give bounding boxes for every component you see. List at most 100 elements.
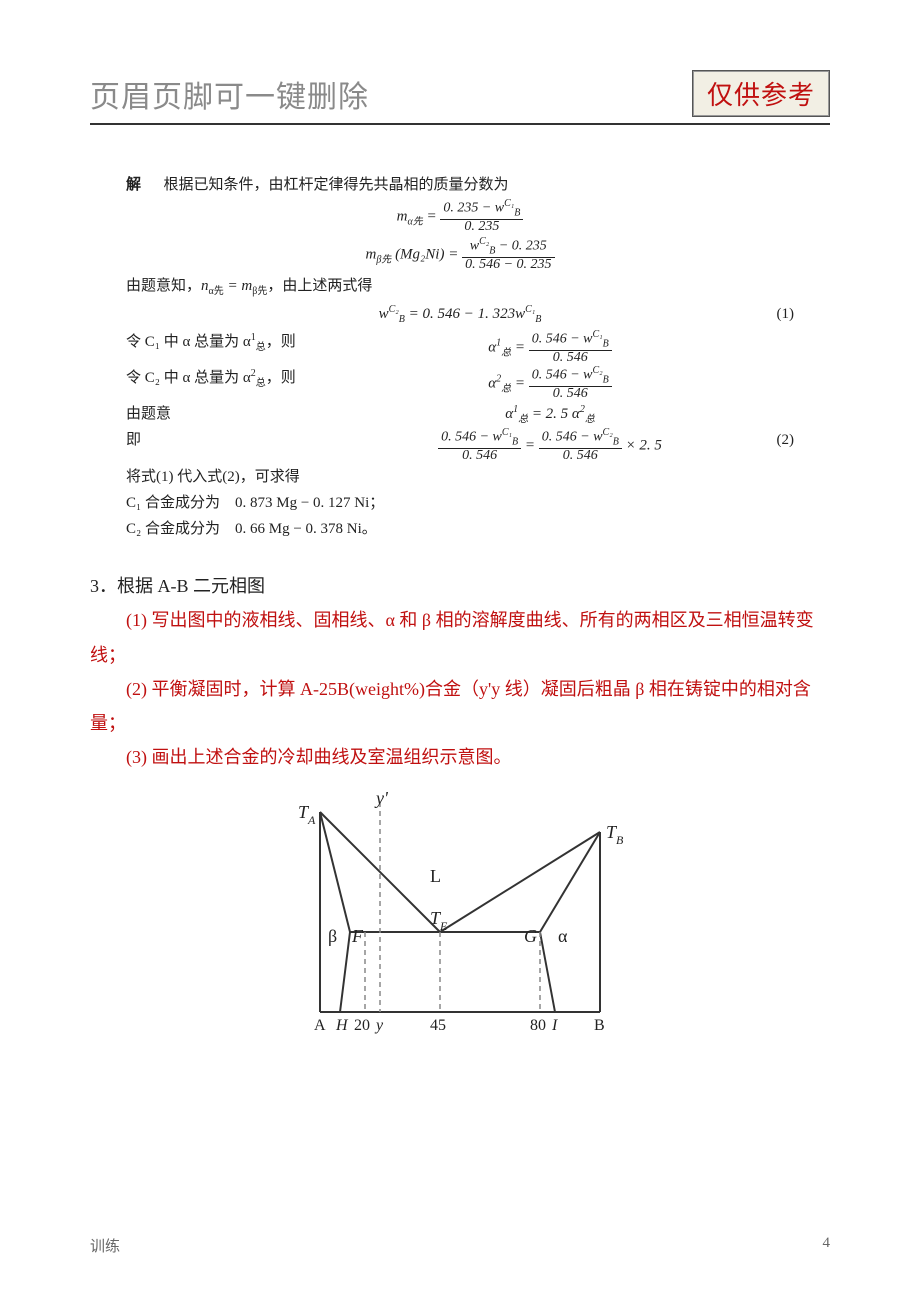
label-alpha: α xyxy=(558,926,568,946)
line3-rel: = m xyxy=(224,278,252,294)
eq5-lhs: α xyxy=(488,375,496,391)
eq2-paren: (Mg₂Ni) xyxy=(395,246,444,262)
line3-pre: 由题意知， xyxy=(126,278,201,294)
phase-diagram-svg: TA TB TE L β α F G y' A B H 20 y 45 80 I xyxy=(280,792,640,1052)
line3-sub2: β先 xyxy=(252,286,267,297)
question-p2: (2) 平衡凝固时，计算 A-25B(weight%)合金（y'y 线）凝固后粗… xyxy=(90,672,830,740)
label-H: H xyxy=(335,1017,349,1034)
eq2-den: 0. 546 − 0. 235 xyxy=(462,258,554,273)
solution-line-6: 由题意 α1总 = 2. 5 α2总 xyxy=(126,402,794,428)
eq7-lden: 0. 546 xyxy=(438,449,521,464)
eq5-den: 0. 546 xyxy=(529,387,612,402)
eq7-rnum-sup: C₂ xyxy=(603,427,613,438)
solution-line-4: 令 C₁ 中 α 总量为 α1总，则 α1总 = 0. 546 − wC₁B 0… xyxy=(126,330,794,366)
eq6-lhs: α xyxy=(505,406,513,422)
line4-tail: ，则 xyxy=(266,334,296,350)
solution-block: 解 根据已知条件，由杠杆定律得先共晶相的质量分数为 mα先 = 0. 235 −… xyxy=(126,173,794,541)
line5-tail: ，则 xyxy=(266,370,296,386)
question-title: 3．根据 A-B 二元相图 xyxy=(90,569,830,603)
line5-pre: 令 C₂ 中 α 总量为 α xyxy=(126,370,251,386)
equation-3: wC₂B = 0. 546 − 1. 323wC₁B (1) xyxy=(126,302,794,328)
question-block: 3．根据 A-B 二元相图 (1) 写出图中的液相线、固相线、α 和 β 相的溶… xyxy=(90,569,830,774)
eq5-num-sup: C₂ xyxy=(593,365,603,376)
eq2-num-tail: − 0. 235 xyxy=(495,238,546,253)
equation-2: mβ先 (Mg₂Ni) = wC₂B − 0. 235 0. 546 − 0. … xyxy=(126,237,794,273)
svg-text:TB: TB xyxy=(606,822,624,847)
eq2-sub: β先 xyxy=(376,254,391,265)
solution-intro: 根据已知条件，由杠杆定律得先共晶相的质量分数为 xyxy=(164,177,509,193)
label-80: 80 xyxy=(530,1017,546,1034)
label-B: B xyxy=(594,1017,605,1034)
eq3-sub: B xyxy=(399,314,405,325)
eq1-num-sup: C₁ xyxy=(504,198,514,209)
label-TA-sub: A xyxy=(307,813,316,827)
label-A: A xyxy=(314,1017,326,1034)
label-beta: β xyxy=(328,926,337,946)
eq3-lhs: w xyxy=(379,306,389,322)
label-yprime: y' xyxy=(374,792,389,808)
eq3-rhs: = 0. 546 − 1. 323w xyxy=(409,306,526,322)
equation-1: mα先 = 0. 235 − wC₁B 0. 235 xyxy=(126,199,794,235)
solution-line-5: 令 C₂ 中 α 总量为 α2总，则 α2总 = 0. 546 − wC₂B 0… xyxy=(126,366,794,402)
eq4-lhs: α xyxy=(488,340,496,356)
solution-label: 解 xyxy=(126,177,141,193)
line4-pre: 令 C₁ 中 α 总量为 α xyxy=(126,334,251,350)
page-header: 页眉页脚可一键删除 仅供参考 xyxy=(90,70,830,125)
eq3-sup: C₂ xyxy=(389,304,399,315)
line6-pre: 由题意 xyxy=(126,402,306,428)
svg-text:TA: TA xyxy=(298,802,316,827)
eq7-rden: 0. 546 xyxy=(539,449,622,464)
eq5-num-sub: B xyxy=(603,374,609,385)
solution-line-9: C₁ 合金成分为 0. 873 Mg − 0. 127 Ni； xyxy=(126,491,794,515)
eq1-num: 0. 235 − w xyxy=(443,201,504,216)
header-left-text: 页眉页脚可一键删除 xyxy=(90,72,369,116)
label-20: 20 xyxy=(354,1017,370,1034)
solution-line-10: C₂ 合金成分为 0. 66 Mg − 0. 378 Ni。 xyxy=(126,517,794,541)
eq7-rnum-sub: B xyxy=(613,436,619,447)
eq1-den: 0. 235 xyxy=(440,220,523,235)
eq4-den: 0. 546 xyxy=(529,351,612,366)
eq5-num: 0. 546 − w xyxy=(532,368,593,383)
solution-line-3: 由题意知，nα先 = mβ先，由上述两式得 xyxy=(126,274,794,300)
solution-line-8: 将式(1) 代入式(2)，可求得 xyxy=(126,465,794,489)
eq3-rhs-sup: C₁ xyxy=(525,304,535,315)
solution-line-7: 即 0. 546 − wC₁B 0. 546 = 0. 546 − wC₂B 0… xyxy=(126,428,794,464)
eq2-num-sup: C₂ xyxy=(479,236,489,247)
eq4-num-sup: C₁ xyxy=(593,329,603,340)
footer-left: 训练 xyxy=(90,1235,120,1256)
eq7-lnum-sub: B xyxy=(512,436,518,447)
phase-diagram: TA TB TE L β α F G y' A B H 20 y 45 80 I xyxy=(90,792,830,1057)
eq3-label: (1) xyxy=(777,302,795,326)
label-G: G xyxy=(524,926,537,946)
line3-mid: n xyxy=(201,278,209,294)
label-TE-sub: E xyxy=(439,919,448,933)
svg-text:TE: TE xyxy=(430,908,448,933)
eq2-num: w xyxy=(470,238,479,253)
eq7-lnum: 0. 546 − w xyxy=(441,429,502,444)
line3-sub1: α先 xyxy=(209,286,224,297)
footer-page-number: 4 xyxy=(823,1235,831,1256)
question-p1: (1) 写出图中的液相线、固相线、α 和 β 相的溶解度曲线、所有的两相区及三相… xyxy=(90,603,830,671)
label-TB-sub: B xyxy=(616,833,624,847)
eq1-lhs: m xyxy=(397,208,408,224)
eq7-lnum-sup: C₁ xyxy=(502,427,512,438)
eq3-rhs-sub: B xyxy=(535,314,541,325)
eq7-label: (2) xyxy=(777,428,795,452)
label-F: F xyxy=(351,926,364,946)
header-right-stamp: 仅供参考 xyxy=(692,70,830,117)
label-I: I xyxy=(551,1017,558,1034)
label-y: y xyxy=(374,1017,384,1034)
label-45: 45 xyxy=(430,1017,446,1034)
line3-tail: ，由上述两式得 xyxy=(267,278,372,294)
eq1-sub: α先 xyxy=(407,216,422,227)
question-p3: (3) 画出上述合金的冷却曲线及室温组织示意图。 xyxy=(90,740,830,774)
eq7-rnum: 0. 546 − w xyxy=(542,429,603,444)
eq4-num-sub: B xyxy=(603,339,609,350)
label-L: L xyxy=(430,866,441,886)
page-footer: 训练 4 xyxy=(90,1235,830,1256)
eq2-lhs: m xyxy=(365,246,376,262)
eq4-num: 0. 546 − w xyxy=(532,332,593,347)
eq6-rhs: = 2. 5 α xyxy=(532,406,580,422)
eq1-num-sub: B xyxy=(514,207,520,218)
line7-pre: 即 xyxy=(126,428,306,464)
